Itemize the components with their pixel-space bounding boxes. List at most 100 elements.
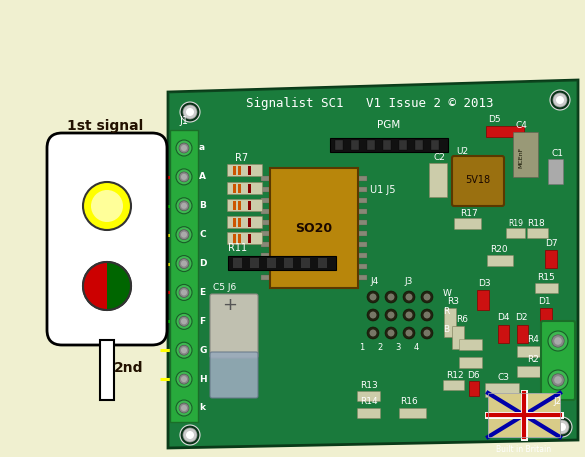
- Text: U1 J5: U1 J5: [370, 185, 395, 195]
- Text: C3: C3: [498, 373, 510, 383]
- Circle shape: [387, 312, 394, 319]
- FancyBboxPatch shape: [453, 326, 464, 350]
- Text: 2: 2: [377, 344, 383, 352]
- Circle shape: [179, 259, 189, 269]
- Circle shape: [552, 417, 572, 437]
- Text: C: C: [199, 230, 205, 239]
- Circle shape: [370, 293, 377, 301]
- Text: R7: R7: [235, 153, 249, 163]
- Circle shape: [179, 143, 189, 153]
- Bar: [517, 325, 528, 343]
- Text: R17: R17: [460, 208, 478, 218]
- Text: R2: R2: [527, 356, 539, 365]
- Polygon shape: [168, 80, 578, 448]
- Bar: [238, 184, 241, 193]
- Circle shape: [558, 423, 566, 431]
- Bar: [261, 275, 270, 280]
- FancyBboxPatch shape: [210, 352, 258, 398]
- Circle shape: [181, 145, 187, 151]
- Circle shape: [405, 293, 412, 301]
- Text: k: k: [199, 404, 205, 413]
- Text: C5 J6: C5 J6: [213, 283, 236, 292]
- Bar: [248, 201, 251, 210]
- Circle shape: [556, 96, 564, 104]
- Text: a: a: [199, 143, 205, 153]
- Circle shape: [176, 284, 192, 300]
- Bar: [248, 218, 251, 227]
- Bar: [358, 220, 367, 225]
- Circle shape: [179, 345, 189, 355]
- Text: R: R: [443, 307, 449, 315]
- Circle shape: [176, 169, 192, 185]
- Text: B: B: [443, 324, 449, 334]
- Circle shape: [176, 227, 192, 243]
- Text: H: H: [199, 375, 207, 383]
- Bar: [233, 184, 236, 193]
- Text: R12: R12: [446, 371, 464, 379]
- Bar: [233, 258, 242, 268]
- Circle shape: [179, 287, 189, 298]
- Bar: [383, 140, 391, 150]
- Bar: [358, 231, 367, 236]
- Bar: [399, 140, 407, 150]
- Text: 3: 3: [395, 344, 401, 352]
- Bar: [261, 176, 270, 181]
- Circle shape: [179, 403, 189, 413]
- Circle shape: [424, 312, 431, 319]
- Text: Signalist SC1   V1 Issue 2 © 2013: Signalist SC1 V1 Issue 2 © 2013: [246, 96, 494, 110]
- Circle shape: [181, 203, 187, 209]
- FancyBboxPatch shape: [459, 357, 483, 368]
- FancyBboxPatch shape: [459, 340, 483, 351]
- Bar: [330, 138, 448, 152]
- Bar: [261, 187, 270, 192]
- Bar: [498, 325, 509, 343]
- Circle shape: [176, 400, 192, 416]
- Text: J2: J2: [554, 397, 562, 405]
- Bar: [270, 168, 358, 288]
- Circle shape: [176, 198, 192, 214]
- Text: R20: R20: [490, 245, 508, 255]
- Text: C4: C4: [516, 122, 528, 131]
- Text: W: W: [443, 288, 452, 298]
- Text: D1: D1: [538, 298, 550, 307]
- Circle shape: [179, 230, 189, 239]
- FancyBboxPatch shape: [228, 233, 263, 244]
- Text: R11: R11: [228, 243, 247, 253]
- Text: D: D: [199, 259, 207, 268]
- Bar: [358, 176, 367, 181]
- FancyBboxPatch shape: [400, 409, 426, 419]
- Text: A: A: [199, 172, 206, 181]
- FancyBboxPatch shape: [443, 381, 464, 390]
- Text: C2: C2: [434, 154, 446, 163]
- Circle shape: [91, 190, 123, 222]
- FancyBboxPatch shape: [535, 283, 559, 293]
- Text: R15: R15: [537, 273, 555, 282]
- Bar: [358, 187, 367, 192]
- Text: D2: D2: [515, 314, 528, 323]
- Text: 5V18: 5V18: [466, 175, 491, 185]
- Text: D6: D6: [467, 371, 480, 379]
- Text: U2: U2: [456, 148, 468, 156]
- Bar: [358, 253, 367, 258]
- Circle shape: [403, 327, 415, 339]
- FancyBboxPatch shape: [514, 133, 539, 177]
- Circle shape: [421, 291, 433, 303]
- Circle shape: [367, 309, 379, 321]
- Circle shape: [179, 201, 189, 211]
- Circle shape: [552, 374, 564, 386]
- Circle shape: [183, 105, 197, 119]
- Bar: [415, 140, 423, 150]
- Bar: [318, 258, 327, 268]
- Circle shape: [424, 329, 431, 336]
- Bar: [250, 258, 259, 268]
- FancyBboxPatch shape: [487, 255, 514, 266]
- Bar: [233, 218, 236, 227]
- Circle shape: [385, 327, 397, 339]
- Text: D4: D4: [497, 314, 510, 323]
- FancyBboxPatch shape: [452, 156, 504, 206]
- Bar: [233, 234, 236, 243]
- Circle shape: [181, 376, 187, 382]
- Text: J1: J1: [180, 116, 188, 126]
- Text: R16: R16: [400, 398, 418, 406]
- Text: E: E: [199, 288, 205, 297]
